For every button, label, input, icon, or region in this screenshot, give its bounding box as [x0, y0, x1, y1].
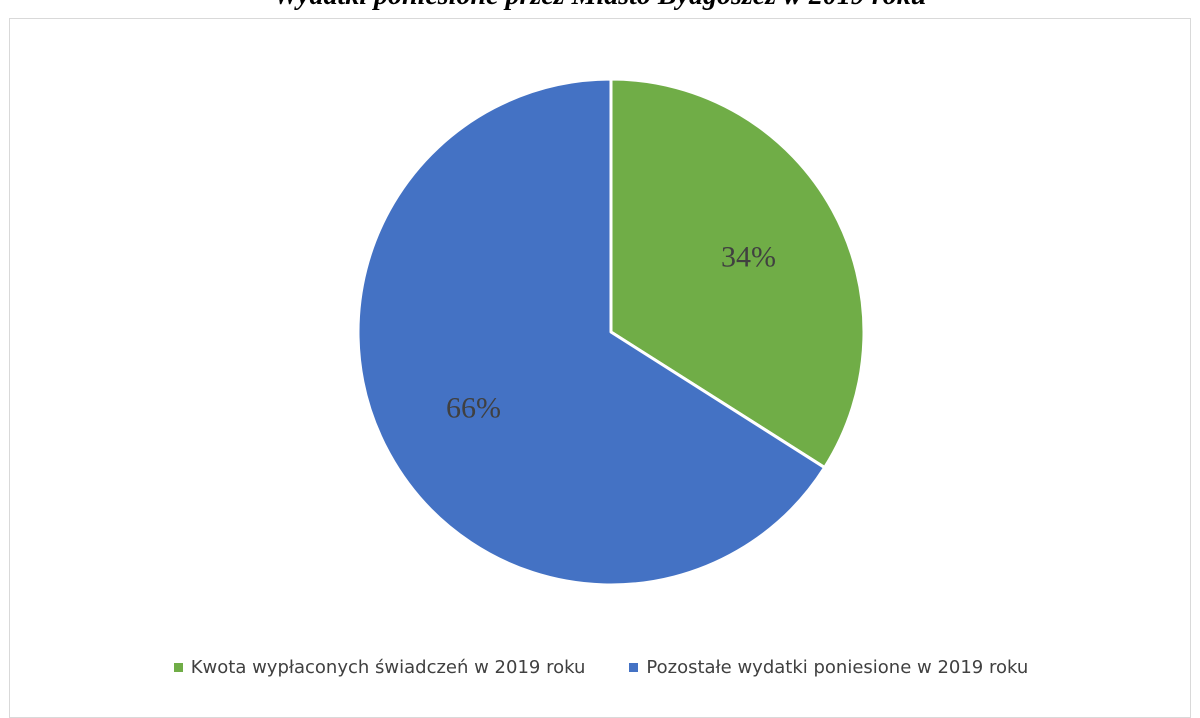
legend-label-kwota: Kwota wypłaconych świadczeń w 2019 roku [190, 657, 586, 678]
legend-item-kwota: Kwota wypłaconych świadczeń w 2019 roku [173, 657, 586, 678]
legend-label-pozostale: Pozostałe wydatki poniesione w 2019 roku [646, 657, 1029, 678]
legend-swatch-pozostale [629, 663, 639, 672]
data-label-kwota: 34% [721, 240, 776, 273]
legend: Kwota wypłaconych świadczeń w 2019 roku … [10, 657, 1192, 678]
legend-item-pozostale: Pozostałe wydatki poniesione w 2019 roku [629, 657, 1028, 678]
legend-swatch-kwota [173, 663, 183, 672]
chart-area: 34% 66% Kwota wypłaconych świadczeń w 201… [9, 18, 1191, 718]
data-label-pozostale: 66% [446, 392, 501, 425]
chart-title: Wydatki poniesione przez Miasto Bydgoszc… [0, 0, 1200, 14]
pie-chart: 34% 66% [356, 77, 866, 587]
chart-title-strip: Wydatki poniesione przez Miasto Bydgoszc… [0, 0, 1200, 18]
pie-slice-pozostale [356, 77, 827, 587]
